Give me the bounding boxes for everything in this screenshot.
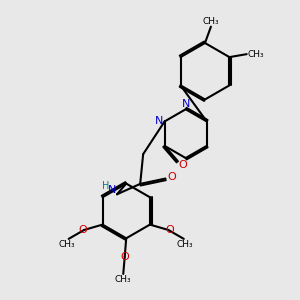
Text: O: O [120,252,129,262]
Text: CH₃: CH₃ [247,50,264,58]
Text: N: N [108,185,117,195]
Text: CH₃: CH₃ [177,240,194,249]
Text: N: N [182,99,190,109]
Text: O: O [178,160,187,170]
Text: O: O [166,225,175,235]
Text: N: N [155,116,164,127]
Text: O: O [168,172,176,182]
Text: H: H [102,181,110,191]
Text: O: O [78,225,87,235]
Text: CH₃: CH₃ [59,240,76,249]
Text: CH₃: CH₃ [203,17,220,26]
Text: CH₃: CH₃ [115,275,132,284]
